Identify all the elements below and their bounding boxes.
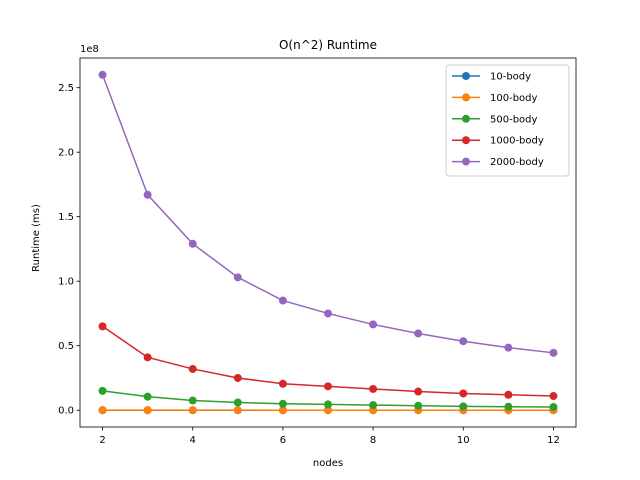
data-point [143,190,152,199]
data-point [414,387,423,396]
legend-marker [462,93,470,102]
y-tick-label: 0.0 [58,406,74,417]
y-axis-label: Runtime (ms) [31,204,42,272]
data-point [414,401,423,410]
legend-marker [462,114,470,123]
data-point [549,348,558,357]
data-point [324,400,332,409]
legend-label: 1000-body [490,136,544,147]
data-point [278,399,287,408]
data-point [98,322,107,331]
y-tick-label: 2.5 [58,83,74,94]
data-point [324,406,332,415]
data-point [278,406,287,415]
data-point [143,353,152,362]
legend: 10-body 100-body 500-body 1000-body 2000-bod… [445,64,570,177]
x-tick-label: 4 [190,435,196,446]
series-1000-body [98,322,558,401]
data-point [459,402,468,411]
x-tick-label: 8 [370,435,376,446]
plot-area [98,70,558,415]
data-point [233,398,242,407]
data-point [188,239,197,248]
data-point [459,389,468,398]
legend-marker [462,157,470,166]
y-tick-label: 2.0 [58,148,74,159]
data-point [414,329,423,338]
x-tick-label: 12 [547,435,560,446]
legend-box [445,64,570,177]
legend-label: 10-body [490,72,531,83]
data-point [98,70,107,79]
legend-label: 100-body [490,93,538,104]
data-point [369,320,378,329]
data-point [188,364,197,373]
data-point [504,343,513,352]
data-point [98,386,107,395]
y-tick-label: 1.0 [58,277,74,288]
data-point [549,392,558,401]
data-point [278,379,287,388]
data-point [324,382,332,391]
data-point [278,296,287,305]
legend-marker [462,136,470,145]
y-tick-label: 0.5 [58,341,74,352]
data-point [369,384,378,393]
data-point [98,406,107,415]
data-point [504,402,513,411]
x-tick-label: 2 [99,435,105,446]
data-point [369,401,378,410]
y-tick-label: 1.5 [58,212,74,223]
data-point [188,406,197,415]
axes-frame [79,57,577,428]
x-axis-label: nodes [313,458,343,469]
x-tick-label: 10 [457,435,470,446]
data-point [188,396,197,405]
data-point [233,373,242,382]
data-point [233,273,242,282]
legend-marker [462,72,470,80]
y-offset-label: 1e8 [80,44,99,55]
series-2000-body [98,70,558,357]
data-point [143,406,152,415]
data-point [143,392,152,401]
data-point [504,390,513,399]
data-point [549,403,558,412]
x-tick-label: 6 [280,435,286,446]
series-500-body [98,386,558,412]
chart-title: O(n^2) Runtime [279,38,377,52]
data-point [459,337,468,346]
legend-label: 500-body [490,114,538,125]
legend-label: 2000-body [490,157,544,168]
data-point [233,406,242,415]
data-point [324,309,332,318]
